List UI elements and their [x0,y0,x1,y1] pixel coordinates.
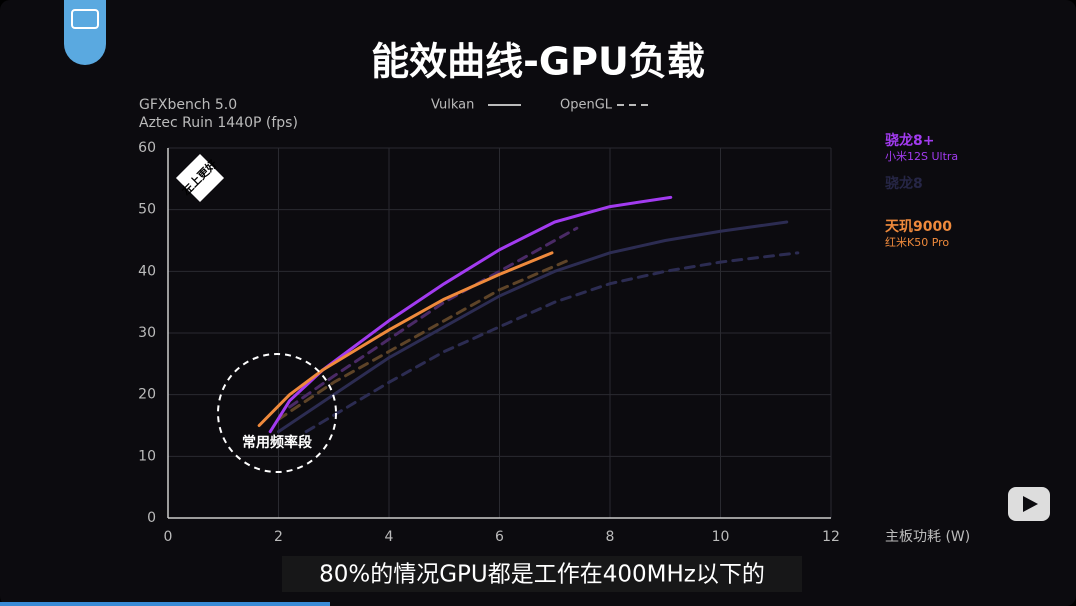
x-axis-label: 主板功耗 (W) [885,529,970,545]
legend-device: 红米K50 Pro [885,236,949,249]
progress-bar [0,602,330,606]
y-tick-label: 20 [138,387,156,403]
legend-device: 小米12S Ultra [885,150,958,163]
series-line [268,195,673,434]
x-tick-label: 4 [385,529,394,545]
y-tick-label: 60 [138,140,156,156]
x-tick-label: 12 [822,529,840,545]
legend-label: 天玑9000 [885,219,952,235]
benchmark: GFXbench 5.0 [139,97,237,113]
caption-bg [282,556,802,592]
logo [64,0,106,65]
x-tick-label: 10 [712,529,730,545]
chart-title: 能效曲线-GPU负载 [371,40,705,84]
legend-label: 骁龙8+ [885,132,934,149]
x-tick-label: 8 [606,529,615,545]
x-tick-label: 0 [164,529,173,545]
y-tick-label: 10 [138,448,156,464]
y-tick-label: 0 [147,510,156,526]
caption: 80%的情况GPU都是工作在400MHz以下的 [319,562,765,588]
play-icon[interactable] [1008,487,1050,521]
series-line [277,257,573,421]
plot: 0 10 20 30 40 50 60 0 2 4 6 8 10 12 Vulkan OpenGL 骁龙8+小米… [138,98,958,546]
annotation: 常用频率段 [242,434,312,451]
x-tick-label: 2 [274,529,283,545]
series-line [277,220,789,434]
y-tick-label: 30 [138,325,156,341]
series-line [304,251,800,434]
legend-label: Vulkan [431,98,474,113]
legend-label: OpenGL [560,98,613,113]
test-name: Aztec Ruin 1440P (fps) [139,115,298,131]
annotation-circle [217,353,337,473]
x-tick-label: 6 [495,529,504,545]
y-tick-label: 40 [138,263,156,279]
legend-label: 骁龙8 [885,175,923,192]
series-line [288,226,579,409]
series-line [257,251,554,427]
y-tick-label: 50 [138,202,156,218]
